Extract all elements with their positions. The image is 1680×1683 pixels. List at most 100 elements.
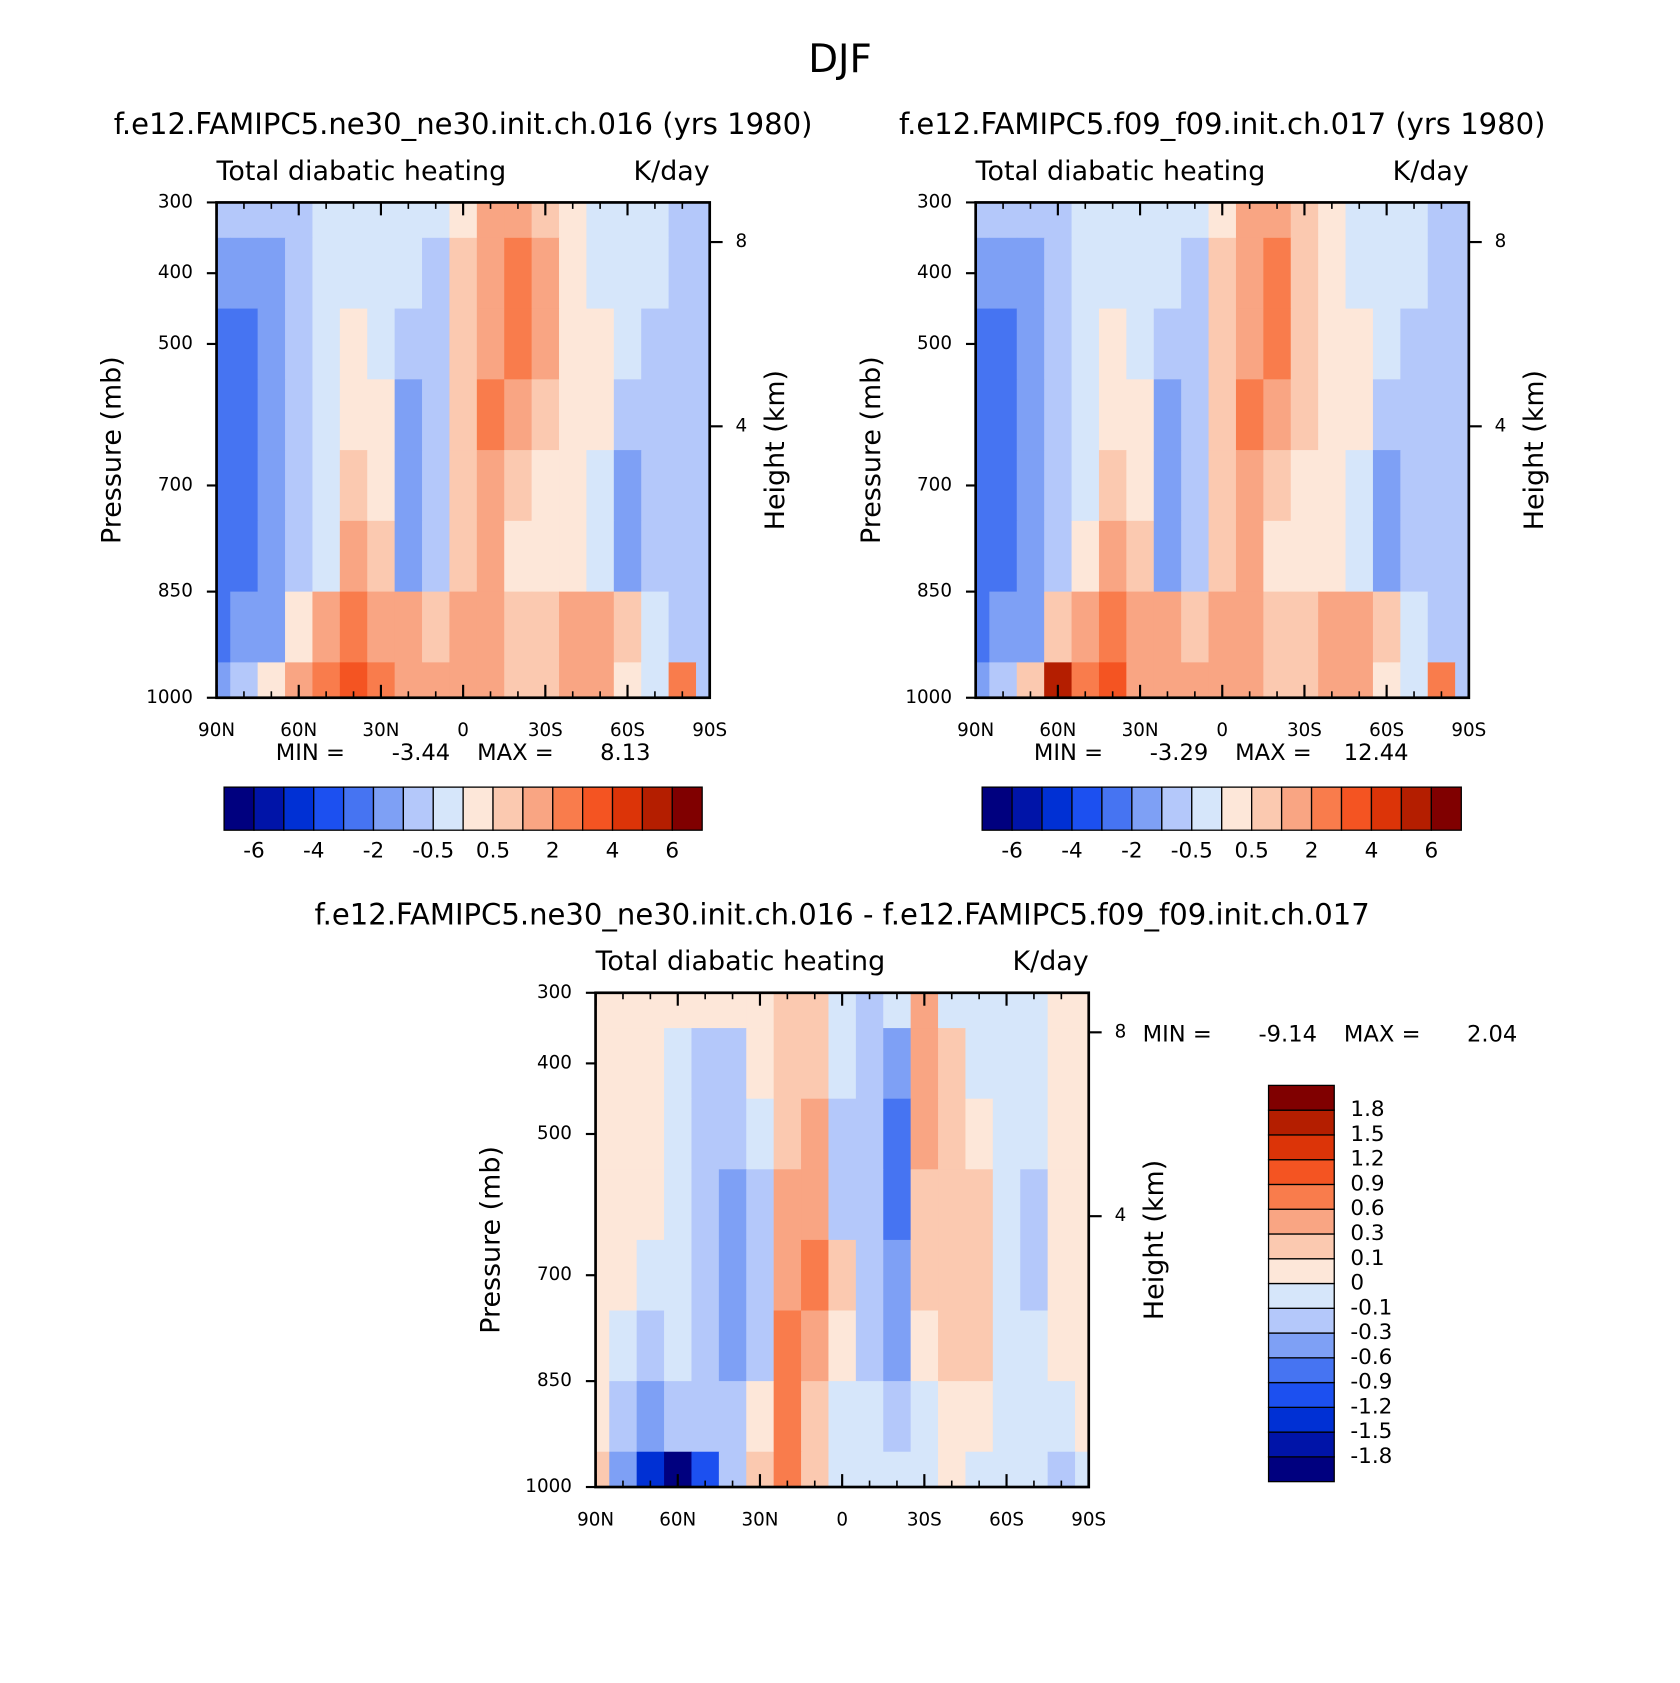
y-tick-label: 400 (158, 262, 193, 283)
contour-cell (938, 1169, 966, 1241)
contour-cell (664, 1028, 693, 1100)
contour-cell (828, 1310, 857, 1382)
contour-cell (367, 450, 396, 522)
contour-cell (394, 450, 423, 522)
contour-cell (691, 1169, 720, 1241)
contour-cell (1372, 237, 1401, 310)
contour-cell (773, 1239, 802, 1312)
colorbar-label: -1.2 (1350, 1394, 1392, 1419)
contour-cell (883, 1381, 912, 1453)
colorbar-box (1267, 1109, 1335, 1136)
contour-cell (1075, 1169, 1090, 1241)
figure-title: DJF (808, 37, 872, 82)
contour-cell (828, 1381, 857, 1453)
units: K/day (634, 156, 710, 187)
contour-cell (1235, 450, 1264, 522)
contour-cell (394, 237, 423, 310)
contour-cell (367, 237, 396, 310)
contour-cell (531, 379, 560, 451)
contour-cell (975, 237, 990, 310)
contour-cell (1098, 237, 1127, 310)
x-tick-label: 30S (907, 1509, 942, 1530)
contour-cell (367, 591, 396, 663)
contour-cell (718, 1028, 747, 1100)
contour-cell (636, 1028, 665, 1100)
contour-cell (989, 379, 1018, 451)
contour-cell (636, 1098, 665, 1170)
contour-cell (339, 520, 368, 593)
contour-cell (965, 1028, 994, 1100)
contour-cell (1016, 308, 1045, 380)
max-label: MAX = (477, 740, 554, 766)
contour-cell (609, 1169, 638, 1241)
y-tick-label: 700 (917, 474, 952, 495)
y-axis-label: Pressure (mb) (476, 1146, 507, 1334)
contour-cell (422, 308, 450, 380)
x-tick-label: 60N (1039, 720, 1076, 741)
contour-cell (285, 379, 313, 451)
contour-cell (230, 379, 259, 451)
x-tick-label: 0 (457, 720, 469, 741)
contour-cell (257, 379, 286, 451)
contour-cell (965, 1169, 994, 1241)
colorbar-box (1267, 1357, 1335, 1384)
contour-cell (664, 1098, 693, 1170)
contour-cell (1071, 520, 1100, 593)
contour-cell (636, 1239, 665, 1312)
contour-cell (1372, 450, 1401, 522)
contour-cell (1455, 450, 1470, 522)
contour-cell (1427, 379, 1456, 451)
contour-cell (216, 662, 231, 699)
contour-cell (504, 379, 533, 451)
contour-cell (449, 520, 478, 593)
contour-cell (1345, 237, 1374, 310)
contour-cell (1318, 308, 1347, 380)
x-tick-label: 0 (836, 1509, 848, 1530)
contour-cell (883, 1098, 912, 1170)
contour-cell (285, 520, 313, 593)
x-tick-label: 60S (1369, 720, 1404, 741)
contour-cell (828, 1098, 857, 1170)
contour-cell (641, 308, 670, 380)
x-tick-label: 90S (1071, 1509, 1106, 1530)
contour-cell (1098, 520, 1127, 593)
contour-cell (257, 237, 286, 310)
y-tick-label: 300 (158, 191, 193, 212)
units: K/day (1393, 156, 1469, 187)
max-label: MAX = (1344, 1021, 1421, 1047)
contour-cell (1290, 520, 1319, 593)
y-tick-label: 400 (917, 262, 952, 283)
contour-cell (664, 1169, 693, 1241)
contour-cell (668, 591, 697, 663)
contour-cell (586, 308, 615, 380)
contour-cell (718, 1098, 747, 1170)
contour-cell (1372, 379, 1401, 451)
contour-cell (1235, 237, 1264, 310)
x-tick-label: 60N (280, 720, 317, 741)
contour-cell (476, 308, 505, 380)
colorbar-box (1267, 1183, 1335, 1210)
contour-cell (422, 450, 450, 522)
contour-cell (586, 237, 615, 310)
contour-cell (1318, 591, 1347, 663)
contour-cell (449, 237, 478, 310)
colorbar-box (611, 786, 644, 831)
contour-cell (1318, 379, 1347, 451)
colorbar-box (1161, 786, 1193, 831)
contour-cell (1400, 379, 1429, 451)
colorbar-box (1340, 786, 1373, 831)
contour-cell (910, 1310, 939, 1382)
subtitle: Total diabatic heating (595, 946, 886, 977)
contour-cell (773, 1098, 802, 1170)
contour-cell (773, 1310, 802, 1382)
contour-cell (394, 591, 423, 663)
contour-cell (595, 992, 610, 1029)
colorbar-label: 0.5 (476, 839, 510, 864)
contour-cell (1075, 1310, 1090, 1382)
contour-cell (531, 237, 560, 310)
contour-cell (746, 1098, 775, 1170)
contour-cell (641, 237, 670, 310)
contour-cell (1075, 1098, 1090, 1170)
contour-cell (938, 1098, 966, 1170)
contour-cell (595, 1169, 610, 1241)
